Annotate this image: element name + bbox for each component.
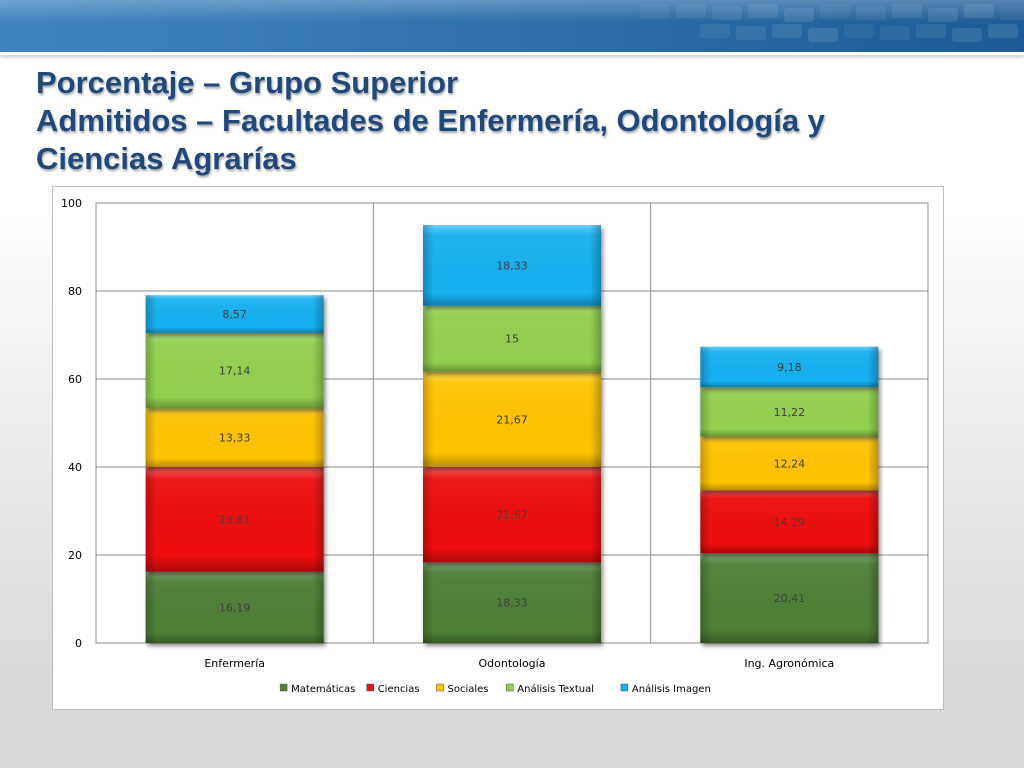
bar-segment bbox=[423, 225, 601, 306]
banner-tile bbox=[700, 24, 730, 38]
data-label: 15 bbox=[505, 333, 519, 346]
banner-tile bbox=[772, 24, 802, 38]
data-label: 20,41 bbox=[774, 592, 806, 605]
data-label: 21,67 bbox=[496, 509, 528, 522]
data-label: 8,57 bbox=[222, 308, 247, 321]
banner-tile bbox=[784, 8, 814, 22]
banner-tile bbox=[952, 28, 982, 42]
bar-side-shade bbox=[145, 332, 324, 409]
title-line-1: Porcentaje – Grupo Superior bbox=[36, 65, 459, 100]
bar-segment bbox=[145, 467, 324, 572]
banner-tile bbox=[928, 8, 958, 22]
legend-swatch bbox=[279, 683, 288, 692]
chart-area: 16,19 23,81 13,33 17,14 8,57 18,33 21,67 21,67 1… bbox=[52, 186, 944, 710]
legend-swatch bbox=[506, 683, 514, 692]
legend-swatch bbox=[620, 683, 629, 692]
legend-label: Matemáticas bbox=[291, 683, 355, 695]
banner-tile bbox=[880, 26, 910, 40]
legend-label: Sociales bbox=[448, 684, 489, 695]
banner-tile bbox=[856, 6, 886, 20]
banner-tile bbox=[892, 4, 922, 18]
bar-side-shade bbox=[423, 305, 601, 372]
title-line-3: Ciencias Agrarías bbox=[36, 141, 297, 176]
legend-swatch bbox=[436, 683, 444, 692]
bar-side-shade bbox=[423, 562, 601, 643]
data-label: 12,24 bbox=[774, 457, 806, 470]
bar-segment bbox=[423, 305, 601, 372]
banner-tile bbox=[712, 6, 742, 20]
banner-divider bbox=[0, 52, 1024, 55]
bar-side-shade bbox=[700, 387, 879, 437]
bar-segment bbox=[700, 346, 879, 388]
bar-segment bbox=[700, 436, 879, 491]
bar-side-shade bbox=[145, 408, 324, 467]
banner-tile bbox=[916, 24, 946, 38]
banner-tile bbox=[748, 4, 778, 18]
banner-tile bbox=[640, 4, 670, 18]
data-label: 14,29 bbox=[774, 516, 806, 529]
bar-segment bbox=[423, 467, 601, 563]
banner-tile bbox=[988, 24, 1018, 38]
bar-side-shade bbox=[423, 225, 601, 306]
legend-item: Análisis Imagen bbox=[620, 683, 711, 695]
bar-side-shade bbox=[700, 490, 879, 554]
banner-tile bbox=[820, 4, 850, 18]
bar-segment bbox=[145, 571, 324, 643]
banner-tile bbox=[676, 4, 706, 18]
legend-item: Sociales bbox=[436, 683, 489, 695]
legend-item: Ciencias bbox=[366, 683, 420, 695]
y-tick-label: 60 bbox=[68, 373, 82, 386]
bar-side-shade bbox=[423, 371, 601, 467]
header-banner bbox=[0, 0, 1024, 52]
y-tick-label: 20 bbox=[68, 549, 82, 562]
legend-label: Análisis Imagen bbox=[632, 683, 711, 695]
banner-tile bbox=[808, 28, 838, 42]
bar-side-shade bbox=[145, 295, 324, 333]
bar-segment bbox=[423, 562, 601, 643]
data-label: 9,18 bbox=[777, 361, 802, 374]
bar-segment bbox=[700, 553, 879, 643]
bar-side-shade bbox=[145, 571, 324, 643]
x-category-label: Enfermería bbox=[204, 657, 265, 670]
data-label: 18,33 bbox=[496, 597, 528, 610]
data-label: 16,19 bbox=[219, 601, 251, 614]
y-tick-label: 0 bbox=[75, 637, 82, 650]
bar-segment bbox=[145, 408, 324, 467]
bar-side-shade bbox=[700, 553, 879, 643]
y-tick-label: 100 bbox=[61, 197, 82, 210]
legend-swatch bbox=[366, 683, 374, 692]
x-category-label: Ing. Agronómica bbox=[744, 657, 834, 670]
legend-item: Análisis Textual bbox=[506, 683, 594, 695]
data-label: 13,33 bbox=[219, 432, 251, 445]
legend-label: Ciencias bbox=[378, 684, 420, 695]
bar-segment bbox=[145, 332, 324, 409]
bar-side-shade bbox=[423, 467, 601, 563]
data-label: 17,14 bbox=[219, 365, 251, 378]
data-label: 23,81 bbox=[219, 513, 251, 526]
bar-side-shade bbox=[700, 346, 879, 388]
bar-segment bbox=[423, 371, 601, 467]
data-label: 11,22 bbox=[774, 406, 806, 419]
banner-tile bbox=[844, 24, 874, 38]
legend-label: Análisis Textual bbox=[517, 683, 594, 695]
x-category-label: Odontología bbox=[479, 657, 546, 670]
data-label: 21,67 bbox=[496, 413, 528, 426]
title-line-2: Admitidos – Facultades de Enfermería, Od… bbox=[36, 103, 825, 138]
banner-tile bbox=[736, 26, 766, 40]
y-tick-label: 80 bbox=[68, 285, 82, 298]
banner-tile bbox=[1000, 6, 1024, 20]
slide-title: Porcentaje – Grupo Superior Admitidos – … bbox=[36, 64, 825, 178]
banner-tile bbox=[964, 4, 994, 18]
stacked-bar-chart: 16,19 23,81 13,33 17,14 8,57 18,33 21,67 21,67 1… bbox=[61, 197, 929, 695]
bar-segment bbox=[700, 490, 879, 554]
bar-side-shade bbox=[700, 436, 879, 491]
bar-side-shade bbox=[145, 467, 324, 572]
y-tick-label: 40 bbox=[68, 461, 82, 474]
legend-item: Matemáticas bbox=[279, 683, 355, 695]
bar-segment bbox=[145, 295, 324, 333]
data-label: 18,33 bbox=[496, 259, 528, 272]
bar-segment bbox=[700, 387, 879, 437]
